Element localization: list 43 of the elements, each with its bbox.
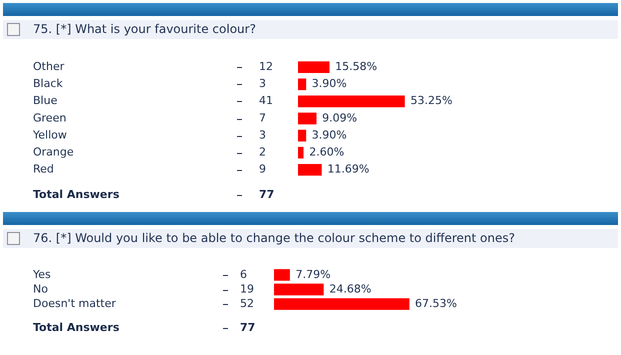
text: Total Answers: [33, 188, 120, 201]
text: 12: [259, 60, 273, 74]
y-tick-label: Yes: [32, 268, 52, 281]
y-tick-label: Other: [33, 60, 65, 74]
data-label: 15.58%: [335, 60, 378, 74]
data-label: 3.90%: [312, 77, 347, 90]
y-tick-label: Orange: [33, 146, 74, 159]
y-tick-label: Doesn't matter: [33, 296, 116, 310]
bar: [298, 112, 317, 124]
y-tick-label: Blue: [33, 94, 58, 108]
text: 41: [259, 94, 273, 108]
text: 3: [259, 128, 266, 142]
text: 75. [*] What is your favourite colour?: [33, 22, 256, 36]
bar: [298, 96, 405, 108]
data-label: 24.68%: [329, 282, 372, 296]
text: 77: [240, 321, 256, 334]
y-tick-label: Black: [33, 77, 64, 90]
text: 3: [259, 77, 266, 90]
text: Total Answers: [33, 321, 120, 334]
bar: [298, 164, 322, 176]
data-label: 2.60%: [309, 146, 344, 159]
bar: [298, 130, 306, 142]
y-tick-label: Red: [33, 162, 54, 176]
y-tick-label: No: [33, 282, 48, 296]
bar: [298, 61, 330, 73]
chart-title: 76. [*] Would you like to be able to change the colour scheme to different ones?: [33, 231, 516, 245]
text: 6: [240, 268, 247, 281]
data-label: 7.79%: [296, 268, 331, 281]
y-tick-label: Yellow: [32, 128, 67, 142]
bar: [298, 146, 304, 159]
data-label: 9.09%: [322, 111, 358, 124]
data-label: 67.53%: [415, 296, 458, 310]
text: 2: [259, 146, 266, 159]
data-label: 11.69%: [327, 162, 370, 176]
text: 52: [240, 296, 254, 310]
text: 77: [259, 188, 274, 201]
y-tick-label: Green: [33, 111, 66, 124]
text: 9: [259, 162, 266, 176]
bar: [298, 78, 306, 90]
text: 7: [259, 111, 266, 124]
data-label: 3.90%: [312, 128, 347, 142]
data-label: 53.25%: [410, 94, 452, 108]
text: 19: [240, 282, 254, 296]
